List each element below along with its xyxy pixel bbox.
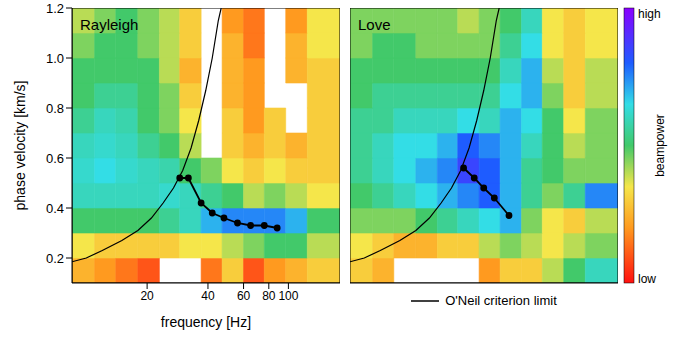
svg-text:0.8: 0.8: [46, 101, 64, 116]
svg-text:40: 40: [201, 289, 215, 303]
svg-text:0.2: 0.2: [46, 251, 64, 266]
svg-text:0.6: 0.6: [46, 151, 64, 166]
svg-text:1.0: 1.0: [46, 51, 64, 66]
svg-text:frequency [Hz]: frequency [Hz]: [161, 314, 251, 330]
svg-text:high: high: [638, 7, 661, 21]
html-text:Love: Love: [358, 16, 391, 33]
svg-text:beampower: beampower: [653, 114, 667, 177]
svg-text:100: 100: [278, 289, 298, 303]
svg-text:20: 20: [140, 289, 154, 303]
svg-text:1.2: 1.2: [46, 1, 64, 16]
svg-text:phase velocity [km/s]: phase velocity [km/s]: [12, 81, 28, 211]
svg-text:60: 60: [237, 289, 251, 303]
svg-text:0.4: 0.4: [46, 201, 64, 216]
html-text:Rayleigh: Rayleigh: [80, 16, 139, 33]
svg-text:80: 80: [262, 289, 276, 303]
svg-text:low: low: [638, 272, 656, 286]
html-text:O'Neil criterion limit: O'Neil criterion limit: [445, 293, 557, 308]
